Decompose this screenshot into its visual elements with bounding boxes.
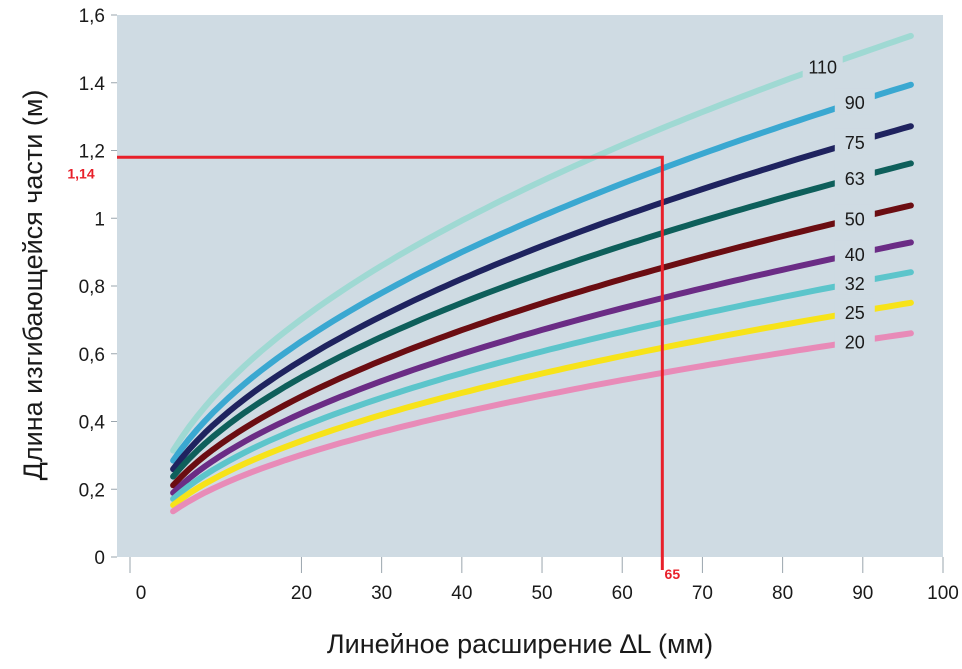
annotation-line bbox=[117, 155, 664, 570]
annotation-x-label: 65 bbox=[665, 566, 681, 582]
axes: 0 0,2 0,4 0,6 0,8 1 1,2 1.4 1,6 0 20 30 40 50 60 70 80 90… bbox=[79, 6, 959, 604]
series-label-bg bbox=[834, 204, 875, 231]
series-label-bg bbox=[834, 327, 875, 354]
series-label-bg bbox=[834, 163, 875, 190]
series-line-50 bbox=[170, 202, 914, 489]
series-line-63 bbox=[170, 160, 914, 480]
series-label-25: 25 bbox=[845, 303, 865, 323]
series-label-40: 40 bbox=[845, 245, 865, 265]
x-tick-label: 20 bbox=[291, 583, 312, 604]
series-line-40 bbox=[170, 239, 914, 496]
series-label-90: 90 bbox=[845, 93, 865, 113]
series-line-75 bbox=[170, 123, 914, 473]
series-line-20 bbox=[170, 330, 914, 515]
series-line-90 bbox=[170, 81, 914, 464]
series-label-75: 75 bbox=[845, 133, 865, 153]
x-tick-label: 0 bbox=[136, 583, 147, 604]
series-label-bg bbox=[834, 298, 875, 325]
y-tick-label: 1,6 bbox=[79, 6, 105, 27]
y-tick-label: 0,6 bbox=[79, 345, 105, 366]
series-line-25 bbox=[170, 299, 914, 509]
series-line-110 bbox=[170, 32, 914, 454]
series-line-32 bbox=[170, 269, 914, 502]
series-label-63: 63 bbox=[845, 169, 865, 189]
x-tick-label: 60 bbox=[612, 583, 633, 604]
y-tick-label: 0,2 bbox=[79, 480, 105, 501]
x-tick-label: 90 bbox=[852, 583, 873, 604]
x-tick-label: 70 bbox=[692, 583, 713, 604]
series-layer: 110 90 75 63 50 40 32 25 20 bbox=[170, 32, 914, 515]
series-label-bg bbox=[834, 240, 875, 267]
x-tick-label: 30 bbox=[371, 583, 392, 604]
series-label-bg bbox=[834, 128, 875, 155]
series-label-bg bbox=[834, 268, 875, 295]
x-tick-label: 50 bbox=[531, 583, 552, 604]
y-tick-label: 1 bbox=[94, 209, 105, 230]
x-axis-title: Линейное расширение ∆L (мм) bbox=[327, 629, 713, 659]
series-label-32: 32 bbox=[845, 274, 865, 294]
y-axis-title: Длина изгибающейся части (м) bbox=[18, 90, 48, 481]
x-tick-label: 80 bbox=[772, 583, 793, 604]
x-tick-label: 40 bbox=[451, 583, 472, 604]
series-label-110: 110 bbox=[808, 58, 837, 78]
series-label-bg bbox=[802, 52, 843, 79]
y-tick-label: 1,2 bbox=[79, 142, 105, 163]
series-label-bg bbox=[834, 88, 875, 115]
y-tick-label: 0,4 bbox=[79, 413, 106, 434]
plot-background bbox=[117, 15, 943, 557]
y-tick-label: 1.4 bbox=[79, 74, 106, 95]
x-tick-label: 100 bbox=[927, 583, 959, 604]
y-tick-label: 0 bbox=[94, 548, 105, 569]
y-tick-label: 0,8 bbox=[79, 277, 105, 298]
series-label-20: 20 bbox=[845, 333, 865, 353]
annotation-y-label: 1,14 bbox=[67, 165, 94, 181]
annotation-layer: 1,14 65 bbox=[67, 155, 681, 582]
series-label-50: 50 bbox=[845, 210, 865, 230]
